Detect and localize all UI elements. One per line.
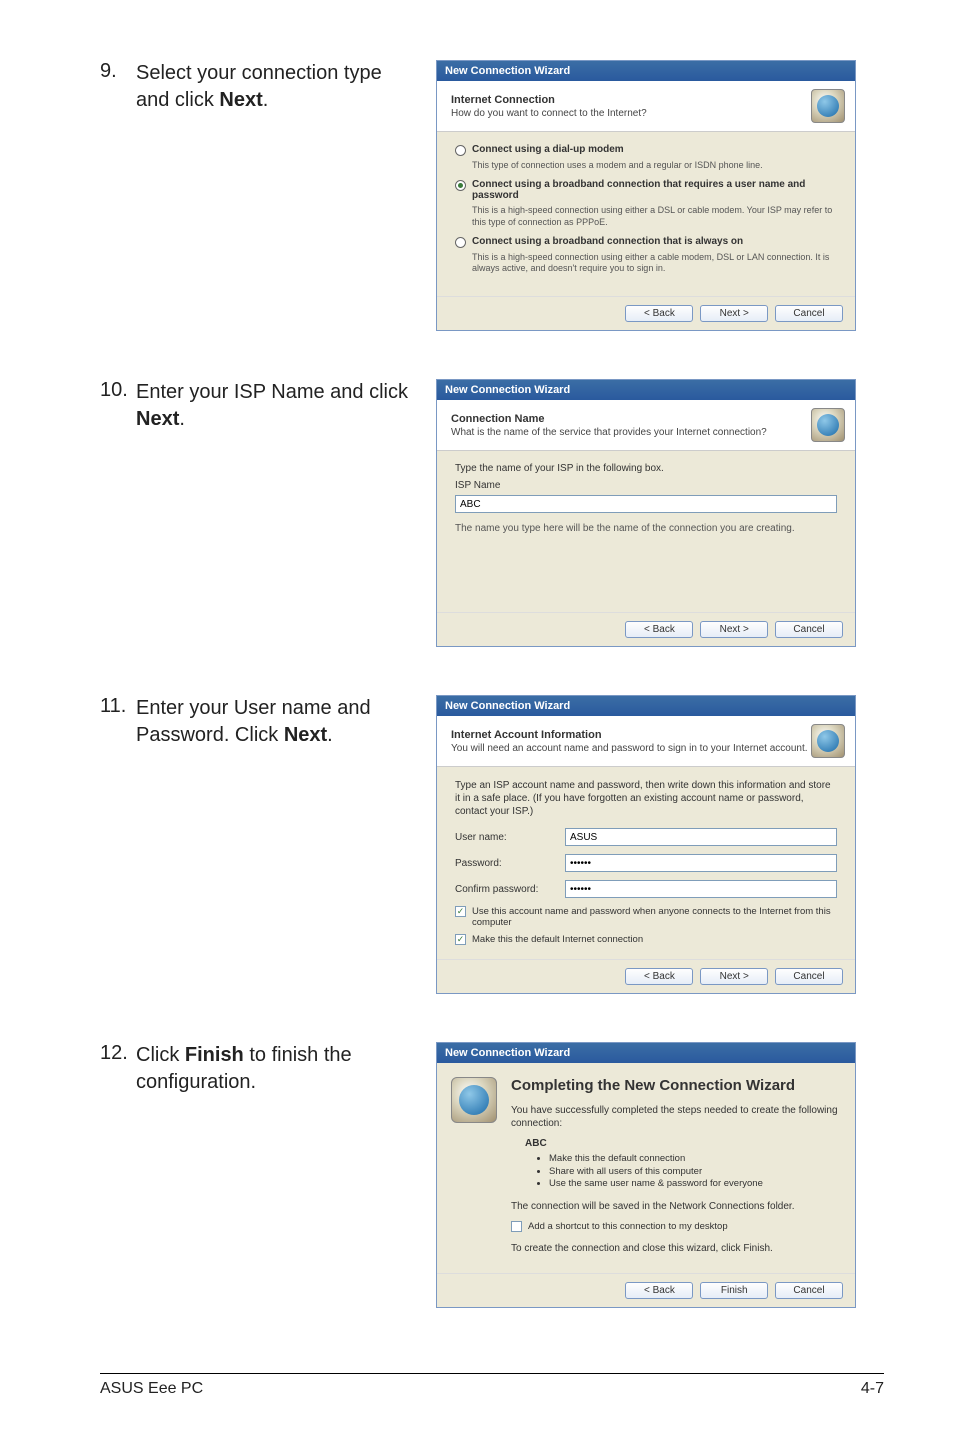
wizard-header-title: Internet Account Information (451, 729, 811, 741)
step-text-a: Enter your ISP Name and click (136, 381, 408, 403)
radio-broadband-auth-desc: This is a high-speed connection using ei… (472, 205, 837, 228)
step-text-a: Click (136, 1044, 185, 1066)
footer-left: ASUS Eee PC (100, 1380, 203, 1398)
radio-broadband-auth[interactable] (455, 180, 466, 191)
completion-desc1: You have successfully completed the step… (511, 1104, 839, 1130)
radio-broadband-always-label: Connect using a broadband connection tha… (472, 236, 743, 247)
footer-right: 4-7 (861, 1380, 884, 1398)
step-text: Enter your User name and Password. Click… (136, 695, 436, 749)
summary-item: Use the same user name & password for ev… (549, 1178, 839, 1190)
cancel-button[interactable]: Cancel (775, 305, 843, 322)
step-text-b: . (179, 408, 185, 430)
step-text-b: . (263, 89, 269, 111)
back-button[interactable]: < Back (625, 1282, 693, 1299)
step-number: 9. (100, 60, 136, 83)
step-number: 10. (100, 379, 136, 402)
isp-instruction: Type the name of your ISP in the followi… (455, 463, 837, 474)
step-text: Enter your ISP Name and click Next. (136, 379, 436, 433)
username-label: User name: (455, 832, 565, 843)
username-input[interactable] (565, 828, 837, 846)
step-number: 11. (100, 695, 136, 718)
confirm-password-input[interactable] (565, 880, 837, 898)
cancel-button[interactable]: Cancel (775, 621, 843, 638)
wizard-header-title: Internet Connection (451, 94, 811, 106)
connection-name: ABC (525, 1138, 839, 1149)
use-account-label: Use this account name and password when … (472, 906, 837, 928)
globe-icon (811, 724, 845, 758)
wizard-header: Internet Connection How do you want to c… (437, 81, 855, 132)
finish-button[interactable]: Finish (700, 1282, 768, 1299)
default-connection-checkbox[interactable]: ✓ (455, 934, 466, 945)
wizard-header-sub: How do you want to connect to the Intern… (451, 108, 811, 119)
completion-title: Completing the New Connection Wizard (511, 1077, 839, 1094)
isp-name-input[interactable] (455, 495, 837, 513)
wizard-header: Internet Account Information You will ne… (437, 716, 855, 767)
radio-broadband-auth-label: Connect using a broadband connection tha… (472, 179, 837, 201)
wizard-header-sub: You will need an account name and passwo… (451, 743, 811, 754)
summary-item: Share with all users of this computer (549, 1166, 839, 1178)
step-number: 12. (100, 1042, 136, 1065)
globe-icon (811, 89, 845, 123)
cancel-button[interactable]: Cancel (775, 1282, 843, 1299)
page-footer: ASUS Eee PC 4-7 (100, 1373, 884, 1398)
back-button[interactable]: < Back (625, 621, 693, 638)
radio-dialup-label: Connect using a dial-up modem (472, 144, 624, 155)
next-button[interactable]: Next > (700, 621, 768, 638)
radio-broadband-always-desc: This is a high-speed connection using ei… (472, 252, 837, 275)
wizard-panel: New Connection Wizard Connection Name Wh… (436, 379, 856, 647)
next-button[interactable]: Next > (700, 968, 768, 985)
step-text-bold: Next (284, 724, 327, 746)
isp-note: The name you type here will be the name … (455, 523, 837, 534)
globe-icon (451, 1077, 497, 1123)
radio-dialup-desc: This type of connection uses a modem and… (472, 160, 837, 171)
password-label: Password: (455, 858, 565, 869)
step-text-bold: Next (219, 89, 262, 111)
shortcut-label: Add a shortcut to this connection to my … (528, 1221, 728, 1232)
wizard-header-title: Connection Name (451, 413, 811, 425)
wizard-header-sub: What is the name of the service that pro… (451, 427, 811, 438)
next-button[interactable]: Next > (700, 305, 768, 322)
globe-icon (811, 408, 845, 442)
radio-broadband-always[interactable] (455, 237, 466, 248)
shortcut-checkbox[interactable] (511, 1221, 522, 1232)
back-button[interactable]: < Back (625, 305, 693, 322)
summary-item: Make this the default connection (549, 1153, 839, 1165)
back-button[interactable]: < Back (625, 968, 693, 985)
wizard-titlebar: New Connection Wizard (437, 696, 855, 716)
wizard-titlebar: New Connection Wizard (437, 61, 855, 81)
step-text: Click Finish to finish the configuration… (136, 1042, 436, 1096)
step-text-b: . (327, 724, 333, 746)
step-text-bold: Next (136, 408, 179, 430)
default-connection-label: Make this the default Internet connectio… (472, 934, 643, 945)
step-text: Select your connection type and click Ne… (136, 60, 436, 114)
wizard-titlebar: New Connection Wizard (437, 1043, 855, 1063)
step-text-a: Enter your User name and Password. Click (136, 697, 371, 746)
wizard-panel: New Connection Wizard Internet Connectio… (436, 60, 856, 331)
completion-desc2: The connection will be saved in the Netw… (511, 1200, 839, 1213)
password-input[interactable] (565, 854, 837, 872)
confirm-password-label: Confirm password: (455, 884, 565, 895)
wizard-panel: New Connection Wizard Internet Account I… (436, 695, 856, 994)
step-text-bold: Finish (185, 1044, 244, 1066)
completion-desc3: To create the connection and close this … (511, 1242, 839, 1255)
wizard-titlebar: New Connection Wizard (437, 380, 855, 400)
isp-name-label: ISP Name (455, 480, 837, 491)
wizard-header: Connection Name What is the name of the … (437, 400, 855, 451)
use-account-checkbox[interactable]: ✓ (455, 906, 466, 917)
wizard-panel: New Connection Wizard Completing the New… (436, 1042, 856, 1308)
account-intro: Type an ISP account name and password, t… (455, 779, 837, 818)
radio-dialup[interactable] (455, 145, 466, 156)
cancel-button[interactable]: Cancel (775, 968, 843, 985)
